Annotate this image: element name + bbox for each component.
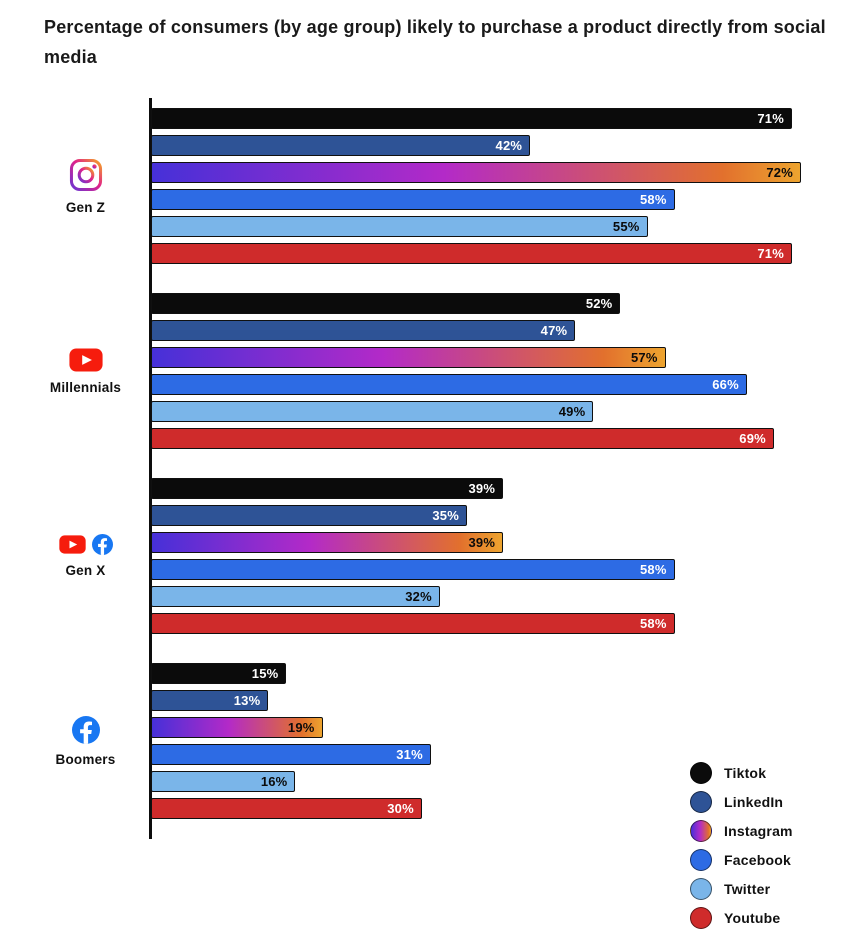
- y-axis-line: [149, 98, 152, 839]
- chart-group-gen-z: Gen Z 71% 42% 72% 58% 55% 71%: [0, 108, 855, 264]
- bar-youtube: 69%: [151, 428, 774, 449]
- group-label-boomers: Boomers: [0, 663, 151, 819]
- bar-linkedin: 35%: [151, 505, 467, 526]
- legend-item-instagram: Instagram: [690, 820, 793, 842]
- bar-chart: Gen Z 71% 42% 72% 58% 55% 71% Millennials 52% 47%…: [0, 98, 855, 929]
- bar-value-label: 66%: [712, 377, 739, 392]
- bar-twitter: 16%: [151, 771, 296, 792]
- bar-value-label: 42%: [495, 138, 523, 153]
- chart-group-gen-x: Gen X 39% 35% 39% 58% 32% 58%: [0, 478, 855, 634]
- bar-value-label: 19%: [287, 720, 315, 735]
- group-name-label: Gen X: [65, 563, 106, 578]
- group-bars: 71% 42% 72% 58% 55% 71%: [151, 108, 801, 264]
- bar-linkedin: 47%: [151, 320, 576, 341]
- bar-twitter: 49%: [151, 401, 594, 422]
- legend: Tiktok LinkedIn Instagram Facebook Twitter Yo…: [690, 762, 793, 929]
- bar-value-label: 69%: [739, 431, 766, 446]
- group-bars: 15% 13% 19% 31% 16% 30%: [151, 663, 801, 819]
- group-icons: [71, 715, 100, 744]
- legend-item-tiktok: Tiktok: [690, 762, 793, 784]
- group-icons: [58, 534, 113, 555]
- bar-value-label: 58%: [639, 616, 667, 631]
- bar-tiktok: 15%: [151, 663, 287, 684]
- bar-value-label: 58%: [639, 562, 667, 577]
- legend-swatch-facebook: [690, 849, 712, 871]
- legend-swatch-tiktok: [690, 762, 712, 784]
- chart-group-millennials: Millennials 52% 47% 57% 66% 49% 69%: [0, 293, 855, 449]
- instagram-icon: [69, 158, 103, 192]
- bar-youtube: 30%: [151, 798, 422, 819]
- group-name-label: Boomers: [55, 751, 116, 767]
- legend-item-youtube: Youtube: [690, 907, 793, 929]
- bar-twitter: 32%: [151, 586, 440, 607]
- legend-swatch-linkedin: [690, 791, 712, 813]
- facebook-icon: [91, 534, 113, 555]
- group-bars: 39% 35% 39% 58% 32% 58%: [151, 478, 801, 634]
- bar-linkedin: 13%: [151, 690, 269, 711]
- bar-value-label: 30%: [387, 801, 414, 816]
- youtube-icon: [68, 348, 103, 372]
- bar-value-label: 57%: [630, 350, 658, 365]
- bar-value-label: 49%: [558, 404, 586, 419]
- bar-instagram: 57%: [151, 347, 666, 368]
- bar-facebook: 31%: [151, 744, 431, 765]
- bar-value-label: 35%: [432, 508, 459, 523]
- bar-value-label: 13%: [233, 693, 261, 708]
- legend-label: LinkedIn: [724, 794, 784, 810]
- bar-value-label: 39%: [468, 481, 496, 496]
- bar-value-label: 15%: [251, 666, 279, 681]
- youtube-icon: [58, 535, 86, 554]
- legend-label: Instagram: [724, 823, 793, 839]
- bar-tiktok: 39%: [151, 478, 504, 499]
- chart-groups: Gen Z 71% 42% 72% 58% 55% 71% Millennials 52% 47%…: [0, 108, 855, 819]
- facebook-icon: [71, 715, 100, 744]
- bar-value-label: 52%: [585, 296, 613, 311]
- legend-label: Twitter: [724, 881, 771, 897]
- bar-linkedin: 42%: [151, 135, 531, 156]
- bar-youtube: 58%: [151, 613, 675, 634]
- legend-label: Tiktok: [724, 765, 767, 781]
- group-icons: [69, 158, 103, 192]
- legend-label: Facebook: [724, 852, 791, 868]
- legend-swatch-youtube: [690, 907, 712, 929]
- bar-instagram: 19%: [151, 717, 323, 738]
- group-bars: 52% 47% 57% 66% 49% 69%: [151, 293, 801, 449]
- bar-facebook: 58%: [151, 559, 675, 580]
- page: Percentage of consumers (by age group) l…: [0, 17, 855, 929]
- bar-instagram: 39%: [151, 532, 504, 553]
- group-name-label: Millennials: [49, 379, 122, 395]
- bar-tiktok: 71%: [151, 108, 792, 129]
- bar-instagram: 72%: [151, 162, 801, 183]
- bar-facebook: 66%: [151, 374, 747, 395]
- group-icons: [68, 348, 103, 372]
- legend-swatch-instagram: [690, 820, 712, 842]
- bar-value-label: 31%: [396, 747, 423, 762]
- bar-value-label: 58%: [639, 192, 667, 207]
- bar-value-label: 16%: [260, 774, 288, 789]
- group-label-millennials: Millennials: [0, 293, 151, 449]
- bar-youtube: 71%: [151, 243, 792, 264]
- bar-value-label: 47%: [540, 323, 568, 338]
- bar-value-label: 32%: [405, 589, 432, 604]
- legend-item-facebook: Facebook: [690, 849, 793, 871]
- bar-value-label: 55%: [612, 219, 640, 234]
- bar-value-label: 71%: [757, 111, 784, 126]
- group-name-label: Gen Z: [65, 199, 106, 215]
- bar-value-label: 72%: [766, 165, 793, 180]
- legend-item-linkedin: LinkedIn: [690, 791, 793, 813]
- bar-facebook: 58%: [151, 189, 675, 210]
- group-label-gen-x: Gen X: [0, 478, 151, 634]
- bar-tiktok: 52%: [151, 293, 621, 314]
- bar-twitter: 55%: [151, 216, 648, 237]
- legend-swatch-twitter: [690, 878, 712, 900]
- group-label-gen-z: Gen Z: [0, 108, 151, 264]
- bar-value-label: 71%: [757, 246, 784, 261]
- legend-label: Youtube: [724, 910, 781, 926]
- chart-title: Percentage of consumers (by age group) l…: [44, 17, 826, 67]
- legend-item-twitter: Twitter: [690, 878, 793, 900]
- chart-group-boomers: Boomers 15% 13% 19% 31% 16% 30%: [0, 663, 855, 819]
- bar-value-label: 39%: [468, 535, 496, 550]
